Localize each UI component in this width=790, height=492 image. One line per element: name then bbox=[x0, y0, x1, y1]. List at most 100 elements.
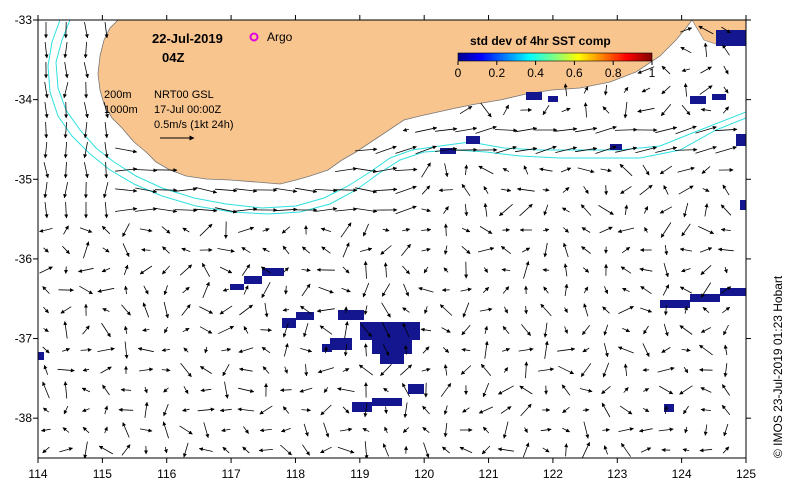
current-vector bbox=[620, 186, 632, 194]
current-vector bbox=[582, 408, 590, 413]
current-vector bbox=[542, 447, 550, 453]
current-vector bbox=[660, 103, 672, 117]
current-vector bbox=[163, 387, 169, 393]
current-vector bbox=[618, 427, 634, 432]
current-vector bbox=[681, 104, 691, 116]
current-vector bbox=[422, 405, 430, 415]
current-vector bbox=[683, 405, 689, 415]
current-vector bbox=[560, 167, 572, 173]
current-vector bbox=[262, 366, 270, 374]
current-vector bbox=[635, 146, 657, 154]
current-vector bbox=[260, 266, 272, 274]
current-vector bbox=[217, 248, 235, 253]
current-vector bbox=[720, 204, 732, 216]
current-vector bbox=[115, 147, 138, 154]
current-vector bbox=[699, 344, 713, 356]
current-vector bbox=[582, 347, 590, 353]
current-vector bbox=[363, 343, 368, 357]
current-vector bbox=[215, 207, 238, 214]
current-vector bbox=[663, 262, 669, 278]
current-vector bbox=[621, 246, 631, 254]
current-vector bbox=[161, 226, 171, 234]
current-vector bbox=[643, 325, 649, 335]
current-vector bbox=[643, 388, 650, 392]
current-vector bbox=[43, 162, 50, 179]
current-vector bbox=[103, 102, 109, 119]
current-vector bbox=[261, 282, 271, 299]
current-vector bbox=[604, 185, 609, 196]
current-vector bbox=[183, 347, 189, 353]
current-vector bbox=[443, 423, 448, 438]
current-vector bbox=[181, 304, 191, 316]
current-vector bbox=[663, 185, 669, 195]
current-vector bbox=[259, 405, 273, 415]
current-vector bbox=[197, 407, 215, 412]
current-vector bbox=[484, 325, 489, 334]
current-vector bbox=[484, 340, 489, 359]
current-vector bbox=[700, 107, 711, 112]
current-vector bbox=[478, 165, 494, 175]
current-vector bbox=[199, 366, 212, 374]
current-vector bbox=[198, 447, 213, 452]
current-vector bbox=[704, 203, 709, 217]
current-vector bbox=[617, 227, 635, 234]
current-vector bbox=[564, 326, 568, 334]
current-vector bbox=[42, 407, 49, 413]
current-vector bbox=[104, 122, 109, 139]
current-vector bbox=[239, 304, 253, 316]
current-vector bbox=[580, 363, 592, 378]
colorbar-tick-label: 0.4 bbox=[527, 66, 544, 80]
current-vector bbox=[502, 325, 510, 334]
current-vector bbox=[39, 228, 53, 233]
current-vector bbox=[503, 104, 509, 116]
current-vector bbox=[280, 444, 292, 456]
isobath-200-label: 200m bbox=[104, 89, 132, 101]
current-vector bbox=[314, 188, 338, 193]
current-vector bbox=[482, 426, 490, 434]
current-vector bbox=[700, 265, 712, 275]
current-vector bbox=[519, 203, 533, 217]
current-vector bbox=[264, 302, 269, 318]
credit-text: © IMOS 23-Jul-2019 01:23 Hobart bbox=[771, 275, 785, 458]
current-vector bbox=[222, 364, 230, 377]
current-vector bbox=[63, 121, 68, 139]
current-vector bbox=[382, 443, 389, 457]
current-vector bbox=[124, 341, 129, 359]
current-vector bbox=[343, 306, 348, 314]
current-vector bbox=[337, 446, 355, 454]
current-vector bbox=[219, 266, 233, 274]
source-label: NRT00 GSL bbox=[154, 89, 214, 101]
current-vector bbox=[381, 322, 391, 339]
current-vector bbox=[63, 42, 68, 59]
x-tick-label: 115 bbox=[93, 467, 112, 481]
current-vector bbox=[44, 121, 49, 139]
current-vector bbox=[563, 307, 568, 313]
current-vector bbox=[443, 267, 449, 273]
current-vector bbox=[395, 185, 417, 194]
current-vector bbox=[502, 421, 509, 439]
current-vector bbox=[544, 340, 549, 359]
current-vector bbox=[218, 325, 235, 335]
current-vector bbox=[42, 346, 50, 354]
current-vector bbox=[583, 303, 589, 317]
current-vector bbox=[680, 46, 692, 54]
current-vector bbox=[316, 308, 335, 313]
current-vector bbox=[722, 184, 730, 196]
current-vector bbox=[443, 223, 448, 237]
current-vector bbox=[723, 344, 728, 356]
current-vector bbox=[317, 367, 335, 374]
y-tick-label: -36 bbox=[15, 252, 33, 266]
current-vector bbox=[43, 327, 49, 332]
current-vector bbox=[201, 262, 211, 277]
x-tick-label: 124 bbox=[672, 467, 692, 481]
current-vector bbox=[442, 347, 450, 353]
current-vectors bbox=[39, 21, 738, 458]
current-vector bbox=[281, 226, 291, 234]
current-vector bbox=[684, 306, 688, 314]
current-vector bbox=[283, 343, 289, 357]
current-vector bbox=[637, 107, 655, 113]
current-vector bbox=[163, 285, 168, 296]
current-vector bbox=[82, 367, 90, 372]
current-vector bbox=[722, 106, 730, 114]
